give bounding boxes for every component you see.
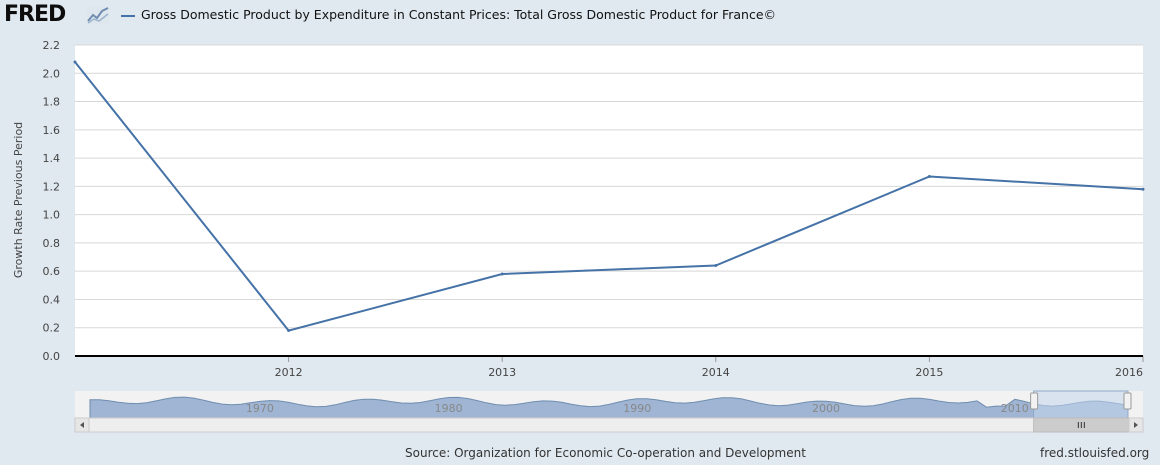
data-point[interactable]: [714, 264, 718, 268]
navigator-year-label: 2000: [812, 402, 840, 415]
y-tick-label: 1.0: [43, 209, 61, 222]
series-line[interactable]: [74, 61, 1144, 332]
x-tick-label: 2016: [1115, 366, 1143, 379]
y-axis-ticks: 0.0 0.2 0.4 0.6 0.8 1.0 1.2 1.4 1.6 1.8 2.0 2.2: [43, 39, 61, 363]
fred-logo[interactable]: FRED: [4, 2, 66, 27]
y-tick-label: 1.8: [43, 96, 61, 109]
y-tick-label: 1.6: [43, 124, 61, 137]
grid-lines: [75, 44, 1143, 329]
y-tick-label: 0.4: [43, 293, 61, 306]
y-tick-label: 0.0: [43, 350, 61, 363]
navigator-year-label: 1980: [435, 402, 463, 415]
grip-icon: [1077, 422, 1085, 428]
footer-source: Source: Organization for Economic Co-ope…: [405, 446, 806, 460]
x-axis-ticks: 2012 2013 2014 2015 2016: [275, 356, 1144, 379]
footer-link[interactable]: fred.stlouisfed.org: [1040, 446, 1150, 460]
navigator-handle-right[interactable]: [1123, 392, 1132, 410]
y-tick-label: 0.8: [43, 237, 61, 250]
arrow-right-icon[interactable]: [1128, 417, 1144, 433]
scrollbar-track: [74, 417, 1144, 433]
y-axis-title: Growth Rate Previous Period: [12, 122, 25, 278]
navigator-year-label: 1970: [246, 402, 274, 415]
data-point[interactable]: [287, 329, 291, 333]
navigator-year-label: 1990: [623, 402, 651, 415]
navigator-year-labels: 1970 1980 1990 2000 2010: [246, 402, 1029, 415]
y-tick-label: 0.6: [43, 265, 61, 278]
data-point[interactable]: [927, 174, 931, 178]
navigator-year-label: 2010: [1001, 402, 1029, 415]
chart-header: FRED Gross Domestic Product by Expenditu…: [0, 0, 1160, 34]
navigator-area: [89, 396, 1129, 419]
y-tick-label: 1.2: [43, 180, 61, 193]
data-points: [73, 60, 1145, 333]
data-point[interactable]: [73, 60, 77, 64]
y-tick-label: 2.0: [43, 67, 61, 80]
x-tick-label: 2014: [702, 366, 730, 379]
x-tick-label: 2012: [275, 366, 303, 379]
x-tick-label: 2015: [915, 366, 943, 379]
scrollbar[interactable]: [74, 417, 1144, 433]
arrow-left-icon[interactable]: [74, 417, 90, 433]
y-tick-label: 1.4: [43, 152, 61, 165]
navigator-handle-left[interactable]: [1030, 392, 1039, 410]
chart: 0.0 0.2 0.4 0.6 0.8 1.0 1.2 1.4 1.6 1.8 2.0 2.2 201…: [12, 39, 1145, 433]
legend-label[interactable]: Gross Domestic Product by Expenditure in…: [141, 7, 777, 22]
x-tick-label: 2013: [488, 366, 516, 379]
data-point[interactable]: [1141, 187, 1145, 191]
navigator[interactable]: 1970 1980 1990 2000 2010: [75, 390, 1143, 419]
y-tick-label: 2.2: [43, 39, 61, 52]
data-point[interactable]: [500, 272, 504, 276]
legend-swatch: [121, 15, 135, 17]
chart-line-icon: [87, 6, 109, 24]
y-tick-label: 0.2: [43, 322, 61, 335]
navigator-selection[interactable]: [1033, 390, 1129, 419]
plot-background: [75, 45, 1143, 356]
